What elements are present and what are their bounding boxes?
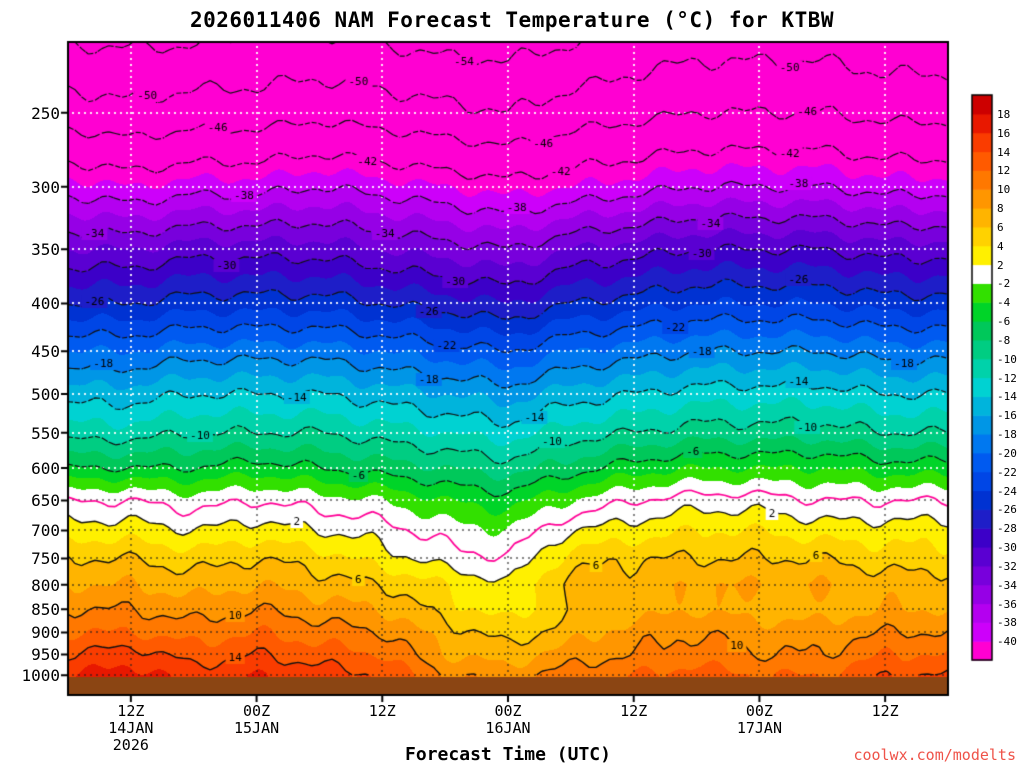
colorbar-tick-label: -20 — [997, 446, 1017, 460]
y-tick-label: 1000 — [21, 666, 60, 686]
watermark-link[interactable]: coolwx.com/modelts — [853, 746, 1016, 764]
y-tick-label: 500 — [31, 384, 60, 404]
colorbar-tick-label: -24 — [997, 484, 1017, 498]
colorbar-tick-label: -6 — [997, 315, 1011, 328]
colorbar-tick-label: -40 — [997, 635, 1017, 649]
y-tick-label: 300 — [31, 177, 60, 197]
colorbar-tick-label: 8 — [997, 202, 1004, 215]
colorbar-tick-label: 12 — [997, 164, 1011, 178]
colorbar-tick-label: -30 — [997, 541, 1017, 554]
y-tick-label: 600 — [31, 458, 60, 478]
x-tick-label: 00Z — [494, 702, 522, 720]
colorbar-tick-label: -32 — [997, 559, 1017, 573]
colorbar-tick-label: -8 — [997, 333, 1011, 347]
x-axis-title: Forecast Time (UTC) — [405, 744, 611, 765]
colorbar-tick-label: -4 — [997, 296, 1011, 310]
colorbar-tick-label: -28 — [997, 522, 1017, 536]
x-tick-label: 12Z — [871, 702, 899, 720]
x-tick-label: 12Z — [117, 702, 145, 720]
x-tick-label: 12Z — [620, 702, 648, 720]
colorbar-tick-label: 6 — [997, 220, 1004, 234]
colorbar-tick-label: -16 — [997, 409, 1017, 423]
x-tick-label: 00Z — [745, 702, 773, 720]
colorbar-tick-label: -10 — [997, 352, 1017, 366]
colorbar-tick-label: 18 — [997, 107, 1011, 121]
colorbar-tick-label: -12 — [997, 371, 1017, 385]
colorbar-tick-label: -34 — [997, 578, 1017, 592]
colorbar-tick-label: -2 — [997, 277, 1011, 291]
x-tick-label: 15JAN — [233, 719, 280, 737]
y-tick-label: 350 — [31, 240, 60, 260]
x-tick-label: 2026 — [112, 736, 149, 754]
x-tick-label: 00Z — [243, 702, 271, 720]
x-tick-label: 16JAN — [485, 719, 531, 737]
colorbar-tick-label: 14 — [997, 145, 1011, 159]
y-tick-label: 250 — [31, 103, 60, 123]
y-tick-label: 850 — [31, 600, 60, 620]
colorbar-tick-label: -36 — [997, 597, 1017, 611]
y-tick-label: 800 — [31, 575, 60, 595]
colorbar-tick-label: 4 — [997, 239, 1004, 253]
y-tick-label: 900 — [31, 623, 60, 643]
x-tick-label: 14JAN — [108, 719, 154, 737]
y-tick-label: 400 — [31, 294, 60, 314]
x-tick-label: 12Z — [368, 702, 396, 720]
colorbar-tick-label: -18 — [997, 428, 1017, 441]
y-tick-label: 700 — [31, 521, 60, 541]
colorbar-tick-label: 10 — [997, 183, 1011, 197]
y-tick-label: 950 — [31, 645, 60, 665]
y-tick-label: 650 — [31, 491, 60, 511]
colorbar-tick-label: 16 — [997, 126, 1011, 140]
x-tick-label: 17JAN — [736, 719, 782, 737]
colorbar-tick-label: -22 — [997, 465, 1017, 479]
colorbar-tick-label: 2 — [997, 258, 1004, 272]
y-tick-label: 450 — [31, 342, 60, 362]
colorbar-tick-label: -26 — [997, 503, 1017, 517]
colorbar-tick-label: -38 — [997, 616, 1017, 630]
y-tick-label: 550 — [31, 423, 60, 443]
y-tick-label: 750 — [31, 549, 60, 569]
colorbar-tick-label: -14 — [997, 390, 1017, 404]
